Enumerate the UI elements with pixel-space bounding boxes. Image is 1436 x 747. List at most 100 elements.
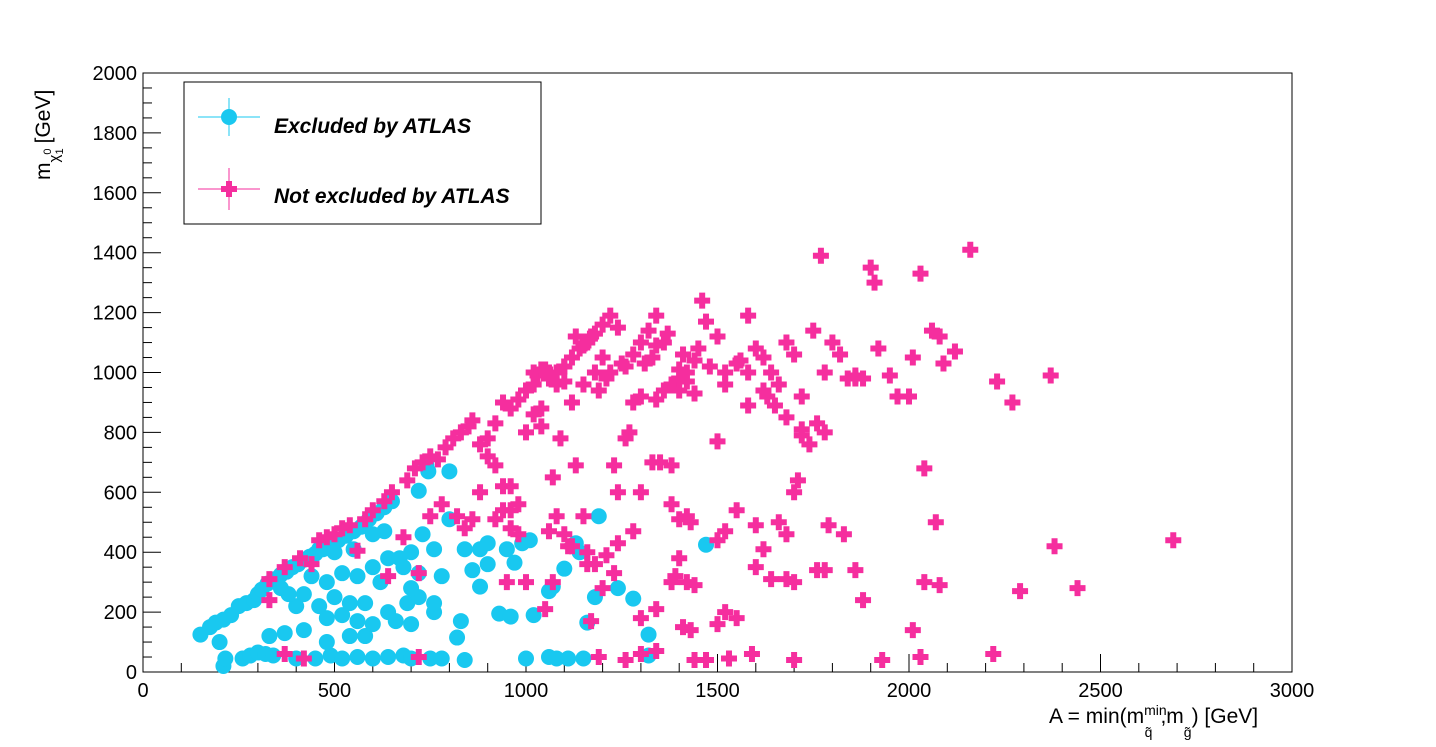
excluded-point — [414, 526, 431, 543]
excluded-point — [479, 535, 496, 552]
not-excluded-point — [445, 430, 462, 447]
excluded-point — [586, 589, 603, 606]
excluded-point — [518, 650, 534, 667]
excluded-point — [640, 626, 657, 643]
excluded-point — [403, 580, 420, 597]
not-excluded-point — [433, 496, 450, 513]
not-excluded-point — [479, 430, 496, 447]
not-excluded-point — [747, 559, 764, 576]
y-tick-label: 1400 — [93, 243, 138, 265]
not-excluded-point — [916, 574, 933, 591]
not-excluded-point — [625, 523, 642, 540]
excluded-point — [295, 622, 312, 639]
not-excluded-point — [410, 649, 427, 666]
not-excluded-point — [985, 646, 1002, 663]
x-tick-label: 2500 — [1078, 680, 1123, 702]
not-excluded-point — [364, 502, 381, 519]
not-excluded-point — [510, 526, 527, 543]
not-excluded-point — [786, 574, 803, 591]
not-excluded-point — [786, 346, 803, 363]
excluded-point — [506, 554, 523, 571]
not-excluded-point — [946, 343, 963, 360]
svg-text:mχ01[GeV]: mχ01[GeV] — [32, 90, 66, 180]
excluded-point — [295, 586, 312, 603]
not-excluded-point — [548, 508, 565, 525]
not-excluded-point — [786, 484, 803, 501]
not-excluded-point — [801, 436, 818, 453]
y-tick-label: 1800 — [93, 123, 138, 145]
y-tick-label: 1600 — [93, 183, 138, 205]
excluded-point — [452, 613, 469, 630]
not-excluded-point — [740, 364, 757, 381]
not-excluded-point — [602, 307, 619, 324]
not-excluded-point — [812, 247, 829, 264]
excluded-point — [357, 628, 374, 645]
not-excluded-point — [655, 382, 672, 399]
not-excluded-point — [1069, 580, 1086, 597]
not-excluded-point — [904, 622, 921, 639]
not-excluded-point — [778, 526, 795, 543]
not-excluded-point — [487, 511, 504, 528]
excluded-point — [410, 482, 427, 499]
not-excluded-point — [583, 613, 600, 630]
y-tick-label: 800 — [104, 422, 137, 444]
not-excluded-point — [763, 364, 780, 381]
not-excluded-point — [962, 241, 979, 258]
not-excluded-point — [663, 457, 680, 474]
not-excluded-point — [556, 358, 573, 375]
not-excluded-point — [464, 412, 481, 429]
not-excluded-point — [717, 523, 734, 540]
not-excluded-point — [778, 334, 795, 351]
excluded-point — [326, 544, 343, 561]
not-excluded-point — [540, 364, 557, 381]
not-excluded-point — [414, 454, 431, 471]
y-tick-label: 1000 — [93, 363, 138, 385]
not-excluded-point — [743, 646, 760, 663]
y-tick-labels: 0 200 400 600 800 1000 1200 1400 1600 1800 2000 — [93, 63, 138, 684]
not-excluded-point — [931, 577, 948, 594]
excluded-point — [364, 616, 381, 633]
not-excluded-point — [755, 541, 772, 558]
not-excluded-point — [357, 511, 374, 528]
not-excluded-point — [632, 646, 649, 663]
not-excluded-point — [609, 319, 626, 336]
excluded-point — [456, 652, 473, 669]
not-excluded-point — [510, 496, 527, 513]
not-excluded-point — [648, 337, 665, 354]
not-excluded-point — [912, 649, 929, 666]
not-excluded-point — [575, 508, 592, 525]
excluded-point — [472, 578, 489, 595]
not-excluded-point — [590, 382, 607, 399]
not-excluded-point — [923, 322, 940, 339]
not-excluded-point — [586, 556, 603, 573]
not-excluded-point — [472, 484, 489, 501]
not-excluded-point — [717, 604, 734, 621]
not-excluded-point — [935, 355, 952, 372]
not-excluded-point — [636, 355, 653, 372]
y-tick-label: 1200 — [93, 303, 138, 325]
not-excluded-point — [349, 542, 366, 559]
excluded-point — [349, 649, 366, 666]
not-excluded-point — [728, 502, 745, 519]
not-excluded-point — [1046, 538, 1063, 555]
not-excluded-point — [698, 652, 715, 669]
not-excluded-point — [380, 568, 397, 585]
not-excluded-point — [487, 415, 504, 432]
not-excluded-point — [816, 364, 833, 381]
not-excluded-point — [686, 577, 703, 594]
excluded-point — [380, 550, 397, 567]
not-excluded-point — [376, 493, 393, 510]
not-excluded-point — [663, 376, 680, 393]
not-excluded-point — [583, 328, 600, 345]
not-excluded-point — [694, 292, 711, 309]
not-excluded-point — [816, 562, 833, 579]
excluded-point — [334, 565, 351, 582]
not-excluded-point — [518, 382, 534, 399]
not-excluded-point — [341, 517, 358, 534]
not-excluded-point — [862, 259, 879, 276]
not-excluded-point — [579, 544, 596, 561]
excluded-point — [548, 650, 565, 667]
not-excluded-point — [820, 517, 837, 534]
excluded-point — [449, 629, 466, 646]
not-excluded-point — [606, 565, 623, 582]
